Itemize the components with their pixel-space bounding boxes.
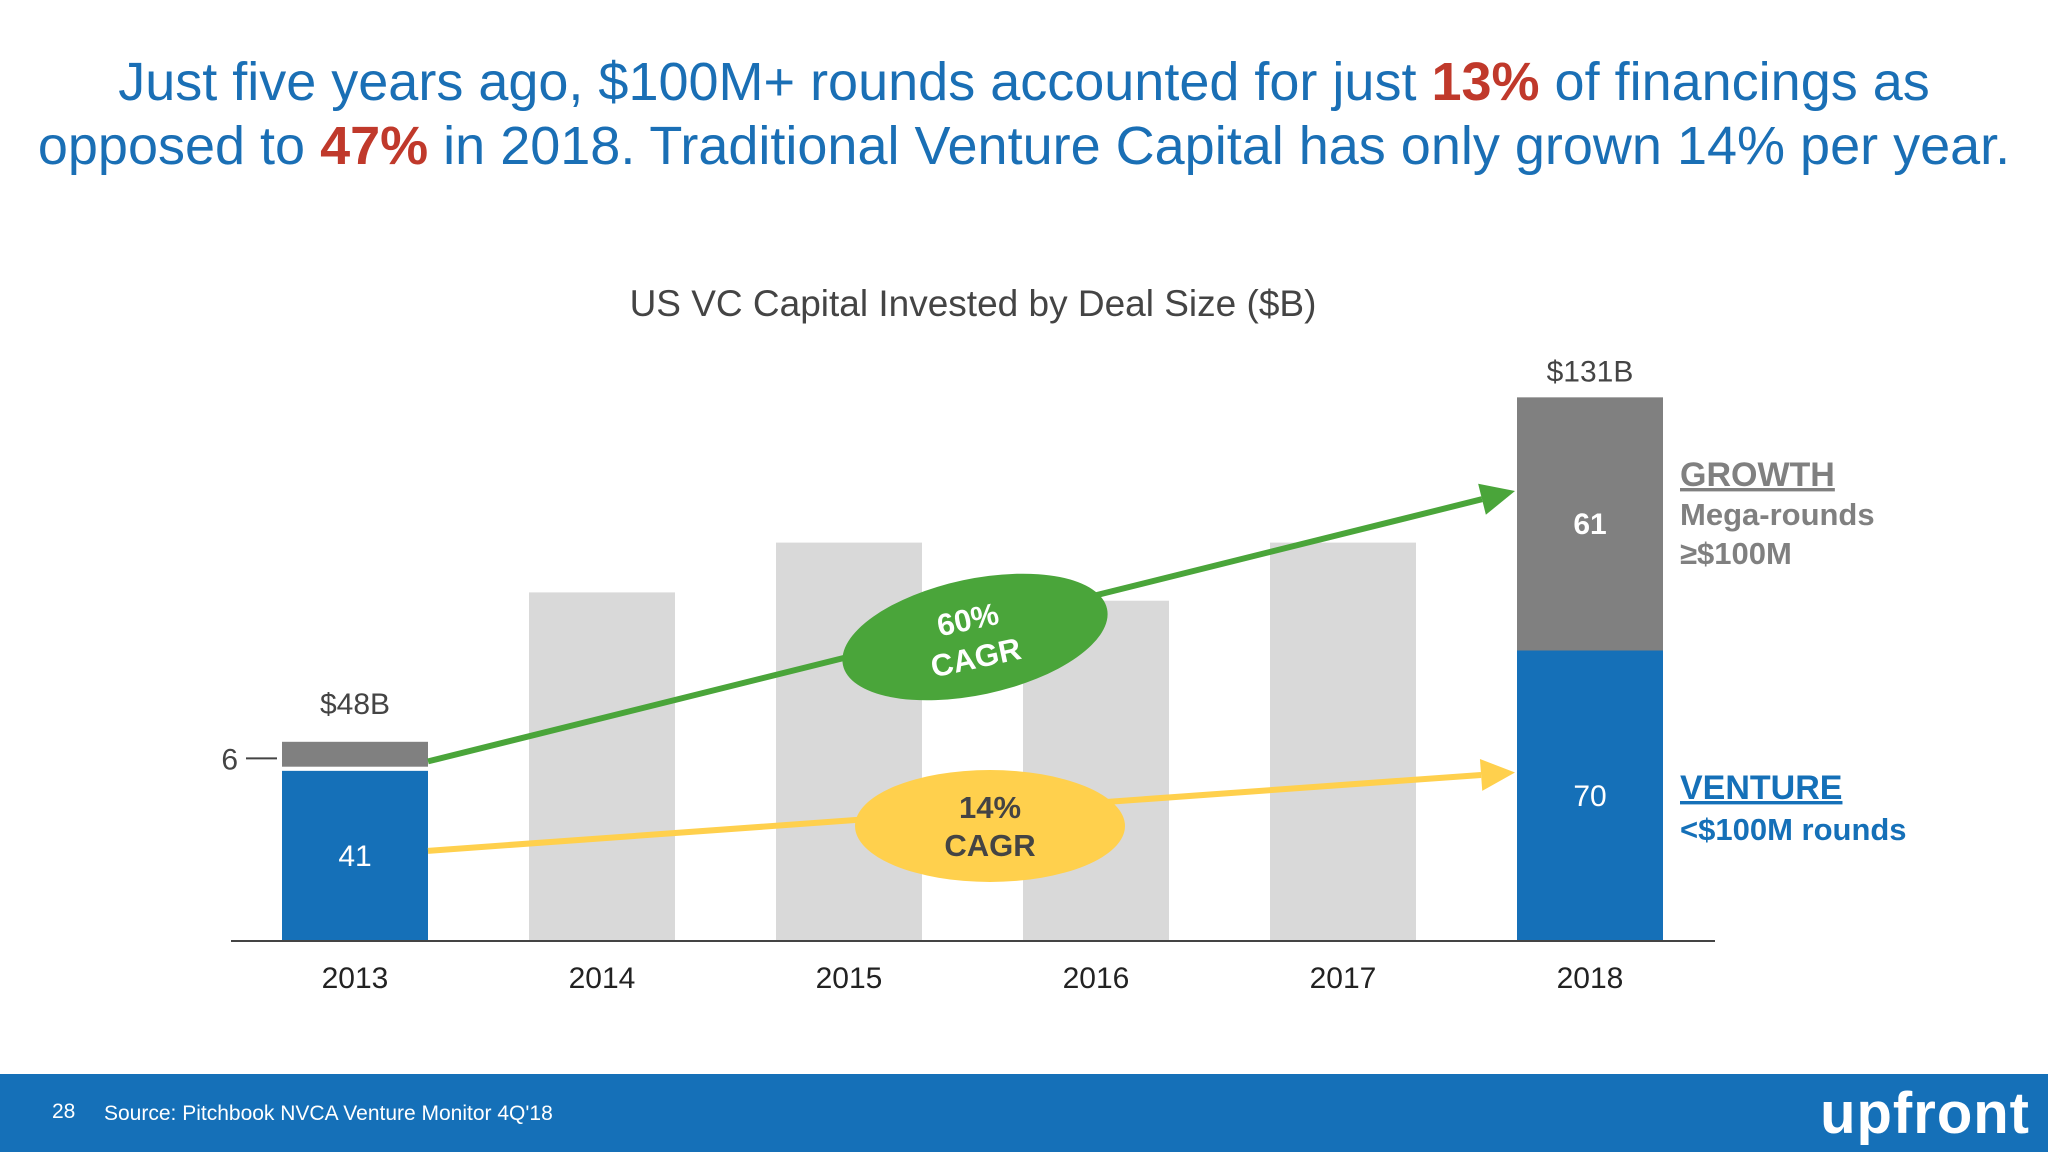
headline: Just five years ago, $100M+ rounds accou… <box>0 50 2048 178</box>
legend-growth-line2: ≥$100M <box>1680 536 1792 571</box>
highlight-13pct: 13% <box>1431 52 1540 112</box>
venture-cagr-value: 14% <box>959 790 1021 825</box>
bar-total-2017 <box>1270 542 1416 941</box>
segment-label-venture-2018: 70 <box>1573 780 1606 813</box>
legend-venture-title: VENTURE <box>1680 769 1842 807</box>
headline-line-1: Just five years ago, $100M+ rounds accou… <box>118 52 1930 112</box>
x-tick-label-2013: 2013 <box>322 962 389 995</box>
bar-growth-2013 <box>282 741 428 767</box>
legend-growth-title: GROWTH <box>1680 456 1835 494</box>
chart-title: US VC Capital Invested by Deal Size ($B) <box>630 283 1317 324</box>
growth-cagr-arrow-head <box>1478 483 1515 515</box>
x-tick-label-2018: 2018 <box>1557 962 1624 995</box>
growth-cagr-bubble <box>842 573 1108 701</box>
footer-bar: 28 Source: Pitchbook NVCA Venture Monito… <box>0 1074 2048 1152</box>
total-label-2013: $48B <box>320 688 390 721</box>
upfront-logo: upfront <box>1820 1081 2030 1146</box>
venture-cagr-bubble <box>855 770 1125 882</box>
bar-total-2014 <box>529 592 675 941</box>
bar-venture-2018 <box>1517 650 1663 941</box>
venture-cagr-label: CAGR <box>944 828 1035 863</box>
segment-label-growth-2018: 61 <box>1573 508 1606 541</box>
x-tick-label-2015: 2015 <box>816 962 883 995</box>
headline-line-2: opposed to 47% in 2018. Traditional Vent… <box>37 116 2011 176</box>
venture-cagr-arrow-head <box>1479 758 1515 791</box>
bar-venture-2013 <box>282 770 428 941</box>
x-tick-label-2016: 2016 <box>1063 962 1130 995</box>
x-tick-label-2017: 2017 <box>1310 962 1377 995</box>
bar-growth-2018 <box>1517 397 1663 651</box>
page-number: 28 <box>52 1100 76 1123</box>
legend-venture-line1: <$100M rounds <box>1680 812 1907 847</box>
source-note: Source: Pitchbook NVCA Venture Monitor 4… <box>104 1102 553 1125</box>
segment-label-growth-2013: 6 <box>221 743 238 776</box>
legend-growth-line1: Mega-rounds <box>1680 497 1875 532</box>
x-tick-label-2014: 2014 <box>569 962 636 995</box>
segment-label-venture-2013: 41 <box>338 840 371 873</box>
total-label-2018: $131B <box>1547 355 1634 388</box>
highlight-47pct: 47% <box>320 116 429 176</box>
